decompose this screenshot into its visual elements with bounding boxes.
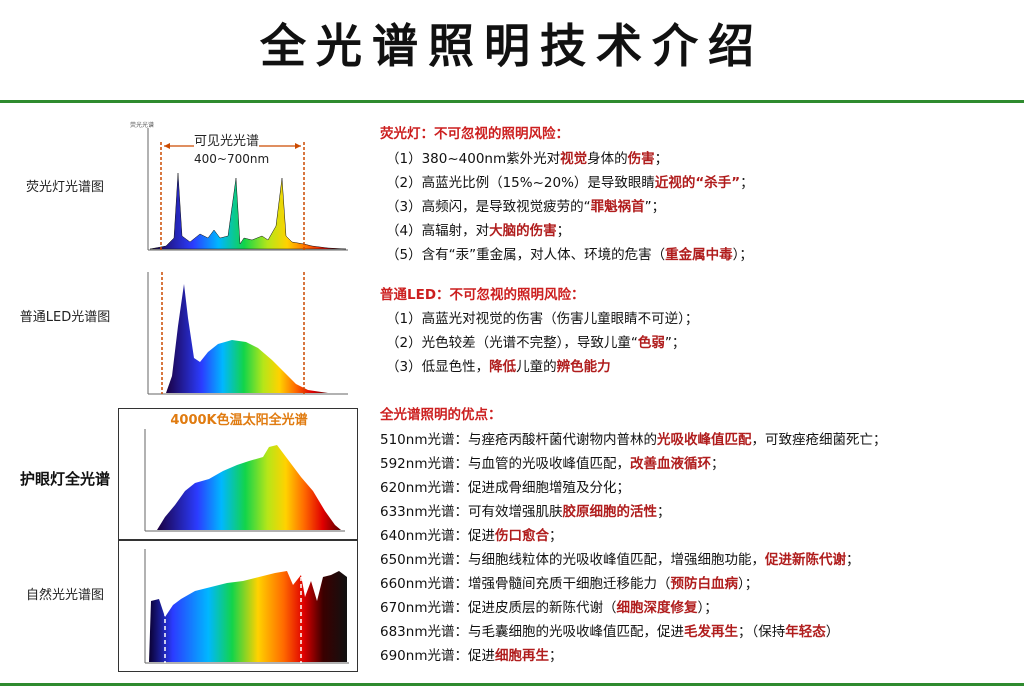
- benefit-item: 640nm光谱：促进伤口愈合；: [380, 528, 563, 544]
- led-spectrum-label: 普通LED光谱图: [19, 310, 111, 325]
- eye-lamp-spectrum-label: 护眼灯全光谱: [19, 470, 110, 488]
- bottom-divider: [0, 683, 1024, 686]
- page-title: 全光谱照明技术介绍: [260, 19, 764, 73]
- benefits-heading: 全光谱照明的优点：: [380, 407, 502, 423]
- led-risk-item: （2）光色较差（光谱不完整），导致儿童“色弱”；: [386, 335, 686, 351]
- natural-spectrum-chart: [118, 540, 358, 672]
- fluorescent-risk-item: （4）高辐射，对大脑的伤害；: [386, 223, 571, 239]
- top-divider: [0, 100, 1024, 103]
- fluorescent-risk-item: （2）高蓝光比例（15%~20%）是导致眼睛近视的“杀手”；: [386, 175, 754, 191]
- led-risk-item: （3）低显色性，降低儿童的辨色能力: [386, 359, 611, 375]
- fluorescent-risk-heading: 荧光灯：不可忽视的照明风险：: [380, 126, 569, 142]
- led-spectrum-chart: [128, 266, 360, 404]
- benefit-item: 660nm光谱：增强骨髓间充质干细胞迁移能力（预防白血病）；: [380, 576, 759, 592]
- natural-spectrum-label: 自然光光谱图: [25, 588, 104, 603]
- natural-spectrum-graphic: [144, 549, 349, 664]
- fluorescent-risk-item: （5）含有“汞”重金属，对人体、环境的危害（重金属中毒）；: [386, 247, 753, 263]
- benefit-item: 510nm光谱：与痤疮丙酸杆菌代谢物内普林的光吸收峰值匹配，可致痤疮细菌死亡；: [380, 432, 887, 448]
- eye-lamp-caption: 4000K色温太阳全光谱: [170, 413, 308, 428]
- benefit-item: 690nm光谱：促进细胞再生；: [380, 648, 563, 664]
- fluorescent-spectrum-chart: 荧光光谱 可见光光谱 400~700nm: [128, 118, 360, 264]
- benefit-item: 670nm光谱：促进皮质层的新陈代谢（细胞深度修复）；: [380, 600, 718, 616]
- led-risk-heading: 普通LED：不可忽视的照明风险：: [380, 287, 585, 303]
- benefit-item: 683nm光谱：与毛囊细胞的光吸收峰值匹配，促进毛发再生；（保持年轻态）: [380, 624, 840, 640]
- led-risk-item: （1）高蓝光对视觉的伤害（伤害儿童眼睛不可逆）；: [386, 311, 699, 327]
- fluorescent-tiny-caption: 荧光光谱: [130, 122, 155, 129]
- led-spectrum-graphic: [147, 272, 348, 395]
- fluorescent-spectrum-label: 荧光灯光谱图: [25, 180, 104, 195]
- eye-lamp-spectrum-chart: 4000K色温太阳全光谱: [118, 408, 358, 540]
- visible-range-label: 400~700nm: [194, 152, 270, 166]
- benefit-item: 592nm光谱：与血管的光吸收峰值匹配，改善血液循环；: [380, 456, 725, 472]
- benefit-item: 620nm光谱：促进成骨细胞增殖及分化；: [380, 480, 630, 496]
- eye-lamp-spectrum-graphic: [144, 429, 345, 532]
- fluorescent-spectrum-graphic: [147, 128, 348, 251]
- visible-light-label: 可见光光谱: [194, 130, 260, 149]
- benefit-item: 633nm光谱：可有效增强肌肤胶原细胞的活性；: [380, 504, 671, 520]
- benefit-item: 650nm光谱：与细胞线粒体的光吸收峰值匹配，增强细胞功能，促进新陈代谢；: [380, 552, 860, 568]
- fluorescent-risk-item: （3）高频闪，是导致视觉疲劳的“罪魁祸首”；: [386, 199, 666, 215]
- fluorescent-risk-item: （1）380~400nm紫外光对视觉身体的伤害；: [386, 151, 669, 167]
